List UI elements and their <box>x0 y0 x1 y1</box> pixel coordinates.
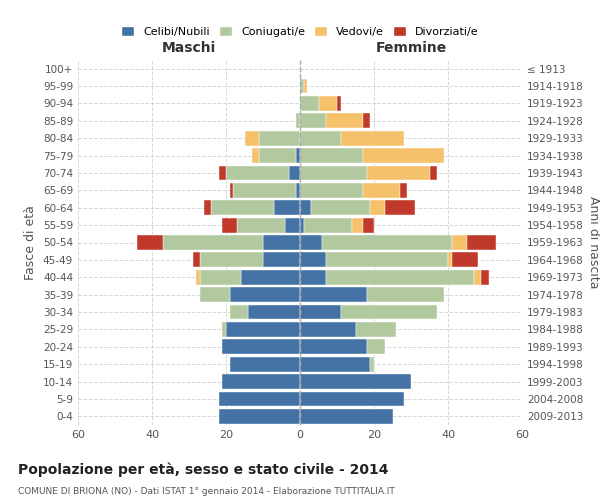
Bar <box>300 96 319 111</box>
Bar <box>400 183 407 198</box>
Y-axis label: Anni di nascita: Anni di nascita <box>587 196 600 289</box>
Bar <box>223 322 226 337</box>
Bar <box>304 218 352 232</box>
Bar <box>385 200 415 215</box>
Bar <box>448 252 452 268</box>
Bar <box>252 148 259 163</box>
Bar <box>300 357 370 372</box>
Bar <box>300 148 363 163</box>
Bar <box>226 166 289 180</box>
Bar <box>223 340 300 354</box>
Bar <box>193 252 200 268</box>
Bar <box>300 374 411 389</box>
Bar <box>367 288 444 302</box>
Bar <box>300 218 304 232</box>
Bar <box>200 270 241 284</box>
Bar <box>370 357 374 372</box>
Bar <box>300 235 322 250</box>
Bar <box>230 357 300 372</box>
Bar <box>300 252 326 268</box>
Bar <box>341 131 404 146</box>
Bar <box>352 218 363 232</box>
Bar <box>452 235 467 250</box>
Bar <box>300 200 311 215</box>
Bar <box>263 252 300 268</box>
Bar <box>467 235 496 250</box>
Bar <box>296 148 300 163</box>
Legend: Celibi/Nubili, Coniugati/e, Vedovi/e, Divorziati/e: Celibi/Nubili, Coniugati/e, Vedovi/e, Di… <box>117 22 483 42</box>
Bar <box>233 183 296 198</box>
Bar <box>230 183 233 198</box>
Bar <box>370 200 385 215</box>
Bar <box>300 78 304 94</box>
Bar <box>300 340 367 354</box>
Bar <box>300 322 355 337</box>
Bar <box>285 218 300 232</box>
Bar <box>259 148 296 163</box>
Bar <box>248 304 300 320</box>
Bar <box>319 96 337 111</box>
Text: Femmine: Femmine <box>376 41 446 55</box>
Bar <box>311 200 370 215</box>
Bar <box>274 200 300 215</box>
Bar <box>300 270 326 284</box>
Bar <box>300 409 392 424</box>
Bar <box>241 270 300 284</box>
Bar <box>304 78 307 94</box>
Bar <box>452 252 478 268</box>
Bar <box>341 304 437 320</box>
Bar <box>363 183 400 198</box>
Bar <box>222 218 237 232</box>
Bar <box>326 114 363 128</box>
Bar <box>226 322 300 337</box>
Bar <box>163 235 263 250</box>
Bar <box>211 200 274 215</box>
Bar <box>196 270 200 284</box>
Bar <box>218 409 300 424</box>
Text: Maschi: Maschi <box>162 41 216 55</box>
Bar <box>245 131 259 146</box>
Bar <box>300 183 363 198</box>
Bar <box>363 148 444 163</box>
Bar <box>289 166 300 180</box>
Bar <box>337 96 341 111</box>
Bar <box>481 270 488 284</box>
Bar <box>259 131 300 146</box>
Bar <box>230 288 300 302</box>
Bar <box>363 114 370 128</box>
Bar <box>200 252 263 268</box>
Text: COMUNE DI BRIONA (NO) - Dati ISTAT 1° gennaio 2014 - Elaborazione TUTTITALIA.IT: COMUNE DI BRIONA (NO) - Dati ISTAT 1° ge… <box>18 488 395 496</box>
Bar <box>326 270 474 284</box>
Bar <box>355 322 396 337</box>
Bar <box>300 288 367 302</box>
Text: Popolazione per età, sesso e stato civile - 2014: Popolazione per età, sesso e stato civil… <box>18 462 389 477</box>
Bar <box>237 218 285 232</box>
Bar <box>218 392 300 406</box>
Bar <box>300 304 341 320</box>
Bar <box>300 166 367 180</box>
Bar <box>137 235 163 250</box>
Bar <box>322 235 452 250</box>
Bar <box>367 340 385 354</box>
Bar <box>326 252 448 268</box>
Bar <box>430 166 437 180</box>
Bar <box>300 392 404 406</box>
Y-axis label: Fasce di età: Fasce di età <box>25 205 37 280</box>
Bar <box>263 235 300 250</box>
Bar <box>367 166 430 180</box>
Bar <box>204 200 211 215</box>
Bar <box>296 114 300 128</box>
Bar <box>200 288 230 302</box>
Bar <box>300 114 326 128</box>
Bar <box>230 304 248 320</box>
Bar <box>300 131 341 146</box>
Bar <box>218 166 226 180</box>
Bar <box>296 183 300 198</box>
Bar <box>474 270 481 284</box>
Bar <box>363 218 374 232</box>
Bar <box>223 374 300 389</box>
